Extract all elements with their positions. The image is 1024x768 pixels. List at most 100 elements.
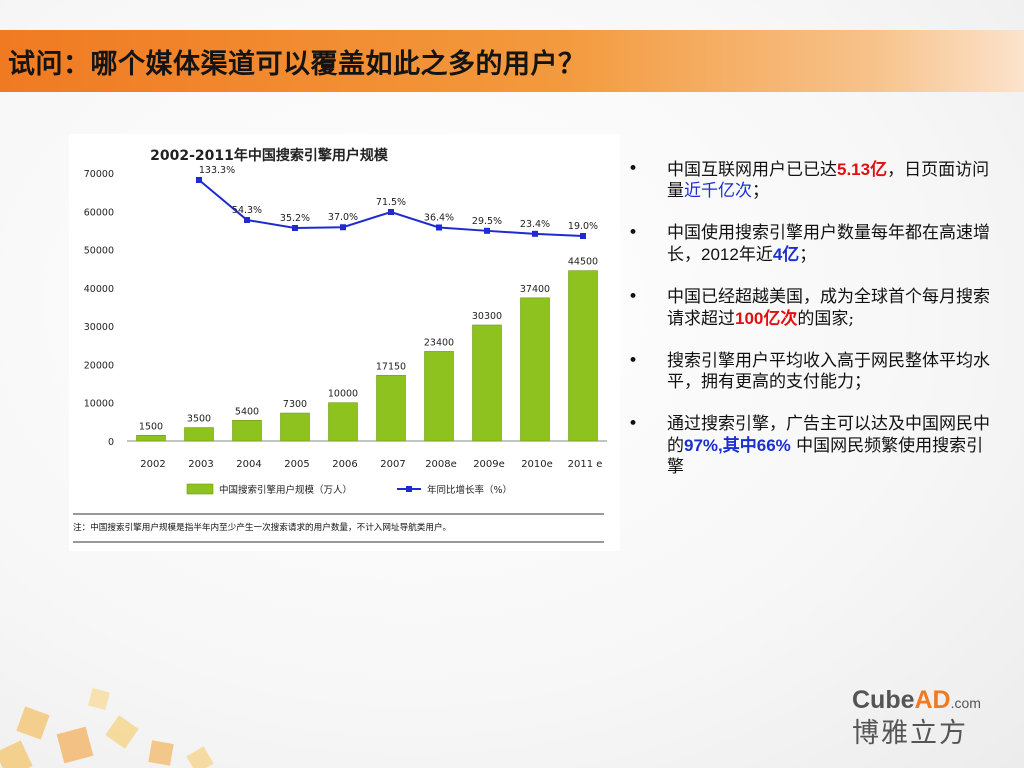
- decorative-cubes: [0, 687, 214, 768]
- y-tick-label: 30000: [84, 322, 114, 333]
- bullet-text: ，日页面访问量: [667, 160, 990, 201]
- slide-title: 试问：哪个媒体渠道可以覆盖如此之多的用户？: [8, 49, 586, 80]
- x-tick-label: 2010e: [521, 459, 553, 470]
- bar-value-label: 10000: [328, 389, 358, 400]
- growth-label: 54.3%: [232, 205, 262, 216]
- growth-label: 36.4%: [424, 212, 454, 223]
- bullet-text: 100亿次: [735, 309, 798, 328]
- legend-bar-swatch: [186, 483, 214, 495]
- bullet-text: 年近: [738, 245, 773, 265]
- x-tick-label: 2005: [284, 459, 309, 470]
- growth-label: 19.0%: [568, 221, 598, 232]
- bullet-item: • 中国使用搜索引擎用户数量每年都在高速增长，2012年近4亿；: [622, 223, 992, 266]
- bullet-text: 近千亿次: [684, 181, 752, 201]
- bar-value-label: 5400: [235, 406, 259, 417]
- logo-cube: Cube: [852, 686, 915, 714]
- logo-com: .com: [950, 695, 981, 711]
- bullet-text: 4亿: [772, 245, 800, 264]
- legend-bar-label: 中国搜索引擎用户规模（万人）: [219, 484, 352, 496]
- bullet-item: • 搜索引擎用户平均收入高于网民整体平均水平，拥有更高的支付能力；: [622, 351, 992, 393]
- bullet-text: ；: [799, 245, 817, 265]
- bar: [184, 427, 214, 442]
- y-tick-label: 60000: [84, 207, 114, 218]
- brand-logo: CubeAD.com 博雅立方: [852, 686, 1002, 749]
- x-tick-label: 2009e: [473, 459, 505, 470]
- bar: [280, 412, 310, 442]
- growth-marker: [484, 227, 490, 234]
- chart-legend: 中国搜索引擎用户规模（万人） 年同比增长率（%）: [186, 483, 512, 496]
- legend-line-label: 年同比增长率（%）: [427, 484, 512, 496]
- bar: [232, 420, 262, 442]
- bar: [424, 351, 454, 442]
- y-tick-label: 0: [108, 437, 114, 448]
- bullet-text: 通过搜索引擎，广告主可以达及中国网民中的: [667, 414, 990, 456]
- legend-line-marker: [406, 486, 412, 492]
- chart-note: 注：中国搜索引擎用户规模是指半年内至少产生一次搜索请求的用户数量，不计入网址导航…: [73, 521, 451, 533]
- growth-marker: [340, 224, 346, 231]
- bar: [376, 375, 406, 442]
- chart-panel: 2002-2011年中国搜索引擎用户规模 0 10000 20000 30000 400…: [69, 134, 620, 551]
- bar-value-label: 7300: [283, 399, 307, 410]
- logo-cn: 博雅立方: [852, 718, 968, 749]
- bar-value-label: 37400: [520, 284, 550, 295]
- bullet-dot: •: [628, 414, 639, 434]
- bullet-dot: •: [628, 351, 639, 371]
- bar: [136, 434, 166, 442]
- bar-value-label: 3500: [187, 414, 211, 425]
- growth-label: 29.5%: [472, 216, 502, 227]
- bar-value-label: 30300: [472, 311, 502, 322]
- y-tick-label: 50000: [84, 246, 114, 257]
- x-tick-label: 2011 e: [568, 459, 603, 470]
- bullet-text: 中国已经超越美国，成为全球首个每月搜索请求超过: [667, 287, 990, 329]
- x-tick-label: 2007: [380, 459, 405, 470]
- y-tick-label: 10000: [84, 399, 114, 410]
- bullet-text: 97%,其中66%: [684, 436, 791, 455]
- growth-marker: [244, 217, 250, 223]
- chart-axes: 0 10000 20000 30000 40000 50000 60000 70000 2002…: [84, 169, 607, 470]
- bar: [472, 324, 502, 442]
- bar: [520, 297, 550, 442]
- line-series: 133.3% 54.3% 35.2% 37.0% 71.5% 36.4% 29.5% 23.4…: [196, 165, 598, 239]
- bar-value-label: 1500: [139, 421, 163, 432]
- growth-label: 35.2%: [280, 213, 310, 224]
- bullet-item: • 中国已经超越美国，成为全球首个每月搜索请求超过100亿次的国家;: [622, 287, 992, 330]
- growth-marker: [436, 224, 442, 231]
- growth-marker: [292, 225, 298, 231]
- growth-marker: [532, 230, 538, 237]
- logo-ad: AD: [914, 686, 951, 714]
- growth-label: 23.4%: [520, 219, 550, 230]
- bullet-dot: •: [628, 223, 639, 243]
- bullet-text: 搜索引擎用户平均收入高于网民整体平均水平，拥有更高的支付能力；: [667, 351, 990, 392]
- x-tick-label: 2008e: [425, 459, 457, 470]
- bar: [328, 402, 358, 442]
- x-tick-label: 2003: [188, 459, 213, 470]
- bar: [568, 270, 598, 442]
- bar-value-label: 23400: [424, 337, 454, 348]
- bullet-text: 中国使用搜索引擎用户数量每年都在高速增长，: [667, 223, 990, 265]
- y-tick-label: 40000: [84, 284, 114, 295]
- x-tick-label: 2006: [332, 459, 357, 470]
- bullet-dot: •: [628, 159, 639, 179]
- growth-label: 71.5%: [376, 197, 406, 208]
- chart-title: 2002-2011年中国搜索引擎用户规模: [150, 147, 389, 164]
- bullet-item: • 中国互联网用户已已达5.13亿，日页面访问量近千亿次；: [622, 159, 992, 202]
- chart-svg: 2002-2011年中国搜索引擎用户规模 0 10000 20000 30000 400…: [73, 147, 607, 543]
- bullet-dot: •: [628, 287, 639, 307]
- bullet-text: 中国网民频繁使用搜索引擎: [667, 436, 984, 477]
- y-tick-label: 70000: [84, 169, 114, 180]
- bar-series: 1500 3500 5400 7300 10000 17150 23400 30300 3740…: [136, 257, 598, 442]
- bar-value-label: 17150: [376, 361, 406, 372]
- x-tick-label: 2002: [140, 459, 165, 470]
- bullet-text: ；: [752, 181, 769, 201]
- bar-value-label: 44500: [568, 257, 598, 268]
- bullet-text: 的国家;: [797, 309, 855, 329]
- bullet-text: 2012: [701, 245, 739, 264]
- bullet-item: • 通过搜索引擎，广告主可以达及中国网民中的97%,其中66% 中国网民频繁使用搜…: [622, 414, 992, 478]
- bullet-text: 5.13亿: [837, 160, 888, 179]
- growth-label: 133.3%: [199, 165, 235, 176]
- growth-marker: [196, 177, 202, 183]
- bullet-text: 中国互联网用户已已达: [667, 160, 837, 180]
- growth-marker: [580, 233, 586, 239]
- x-tick-label: 2004: [236, 459, 261, 470]
- bullet-list: • 中国互联网用户已已达5.13亿，日页面访问量近千亿次； • 中国使用搜索引擎用户数…: [622, 159, 992, 499]
